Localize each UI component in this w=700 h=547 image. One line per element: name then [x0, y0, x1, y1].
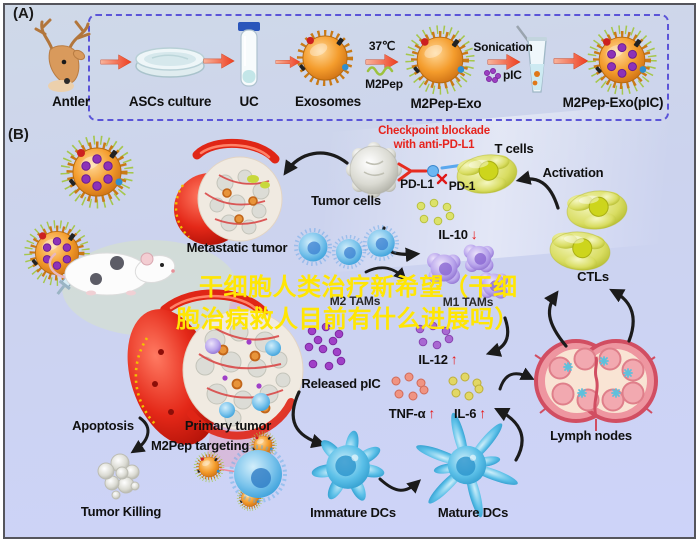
m2pep-targeting-label: M2Pep targeting — [150, 438, 250, 453]
il10-label: IL-10 ↓ — [438, 226, 478, 242]
temperature-label: 37℃ — [368, 39, 396, 53]
m2-tam-cell-1 — [294, 228, 332, 266]
tumor-killing-label: Tumor Killing — [80, 504, 162, 519]
panel-a-dashed-box — [88, 14, 669, 121]
arrow-lymph-to-ctls-2 — [609, 288, 635, 343]
metastatic-tumor-label: Metastatic tumor — [186, 240, 288, 255]
petri-dish-icon — [135, 47, 205, 78]
il10-down-arrow: ↓ — [470, 226, 478, 242]
red-arrow-2 — [203, 53, 235, 69]
m2pep-exo-pic-icon — [592, 30, 653, 91]
lymph-nodes-label: Lymph nodes — [550, 428, 632, 443]
immature-dc-cell — [310, 429, 386, 504]
primary-tumor-label: Primary tumor — [184, 418, 272, 433]
il10-dots — [416, 198, 455, 226]
mouse-icon — [48, 252, 176, 296]
m2pep-exo-label: M2Pep-Exo — [410, 96, 482, 111]
apoptotic-cell — [97, 453, 140, 500]
injected-exosome-1 — [65, 140, 129, 204]
red-arrow-1 — [100, 54, 132, 70]
il12-label: IL-12 ↑ — [418, 351, 458, 367]
uc-tube-icon — [238, 22, 260, 87]
metastatic-tumor-illustration — [174, 138, 283, 245]
watermark-line1: 干细胞人类治疗新希望（干细 — [199, 273, 518, 301]
exosome-icon — [299, 33, 350, 83]
m2-tams-label: M2 TAMs — [329, 294, 381, 308]
lymph-node-illustration — [534, 339, 658, 431]
arrow-tumorcells-to-metastatic — [283, 151, 349, 176]
arrow-immature-to-mature — [378, 477, 422, 494]
ctl-cell-2 — [547, 228, 613, 274]
exosomes-label: Exosomes — [295, 94, 361, 109]
ctls-label: CTLs — [577, 269, 609, 284]
uc-label: UC — [239, 94, 259, 109]
panel-b-tag: (B) — [8, 126, 29, 143]
il12-dots — [415, 321, 454, 350]
t-cells-label: T cells — [494, 141, 534, 156]
released-pic-label: Released pIC — [301, 376, 381, 391]
tnf-alpha-label: TNF-α ↑ — [388, 405, 436, 421]
arrow-m1tams-to-il12 — [485, 316, 510, 357]
red-arrow-6 — [553, 52, 589, 70]
m2pep-exo-pic-label: M2Pep-Exo(pIC) — [562, 95, 664, 110]
ctl-cell-1 — [564, 187, 630, 233]
targeted-m2-cell — [229, 445, 287, 503]
il6-dots — [448, 372, 484, 401]
apoptosis-label: Apoptosis — [72, 418, 134, 433]
arrow-lymph-to-ctls-1 — [544, 290, 568, 348]
m2pep-label: M2Pep — [365, 77, 403, 91]
released-pic-dots — [304, 322, 346, 371]
antler-label: Antler — [52, 94, 90, 109]
immature-dcs-label: Immature DCs — [310, 505, 396, 520]
primary-tumor-illustration — [127, 289, 304, 467]
watermark-line2: 胞治病救人目前有什么进展吗） — [176, 305, 519, 333]
m1-tams-label: M1 TAMs — [442, 295, 494, 309]
arrow-maturedc-to-cytokines — [494, 408, 524, 462]
arrow-activation — [515, 170, 560, 210]
il6-up-arrow: ↑ — [479, 405, 487, 421]
pd-1-label: PD-1 — [448, 179, 476, 193]
m2-tam-cell-3 — [362, 224, 400, 262]
m2pep-exo-icon — [410, 30, 471, 91]
deer-antler-icon — [34, 18, 91, 92]
mature-dc-cell — [414, 411, 520, 519]
panel-a-tag: (A) — [13, 5, 34, 22]
il6-label: IL-6 ↑ — [453, 405, 487, 421]
red-arrow-3 — [275, 56, 301, 68]
il12-up-arrow: ↑ — [450, 351, 458, 367]
tnf-dots — [391, 372, 429, 401]
tumor-cells-label: Tumor cells — [311, 193, 381, 208]
m2-tam-cell-2 — [331, 234, 367, 270]
activation-label: Activation — [542, 165, 604, 180]
sonication-label: Sonication — [473, 40, 533, 54]
mature-dcs-label: Mature DCs — [437, 505, 509, 520]
arrow-apoptosis — [130, 416, 150, 454]
ascs-culture-label: ASCs culture — [128, 94, 212, 109]
arrow-m2tams-to-m1tams — [364, 266, 407, 281]
checkpoint-blockade-label-line2: with anti-PD-L1 — [393, 139, 475, 151]
tnf-up-arrow: ↑ — [428, 405, 436, 421]
pic-label: pIC — [503, 68, 522, 82]
arrow-cytokines-to-lymph — [498, 367, 535, 391]
sonication-tube-icon — [516, 25, 547, 93]
m2pep-peptide-icon — [366, 66, 394, 76]
pd-l1-label: PD-L1 — [400, 177, 434, 191]
pic-dots-icon — [483, 68, 501, 84]
arrow-pic-to-immature-dc — [291, 390, 327, 449]
checkpoint-blockade-label-line1: Checkpoint blockade — [378, 125, 490, 137]
